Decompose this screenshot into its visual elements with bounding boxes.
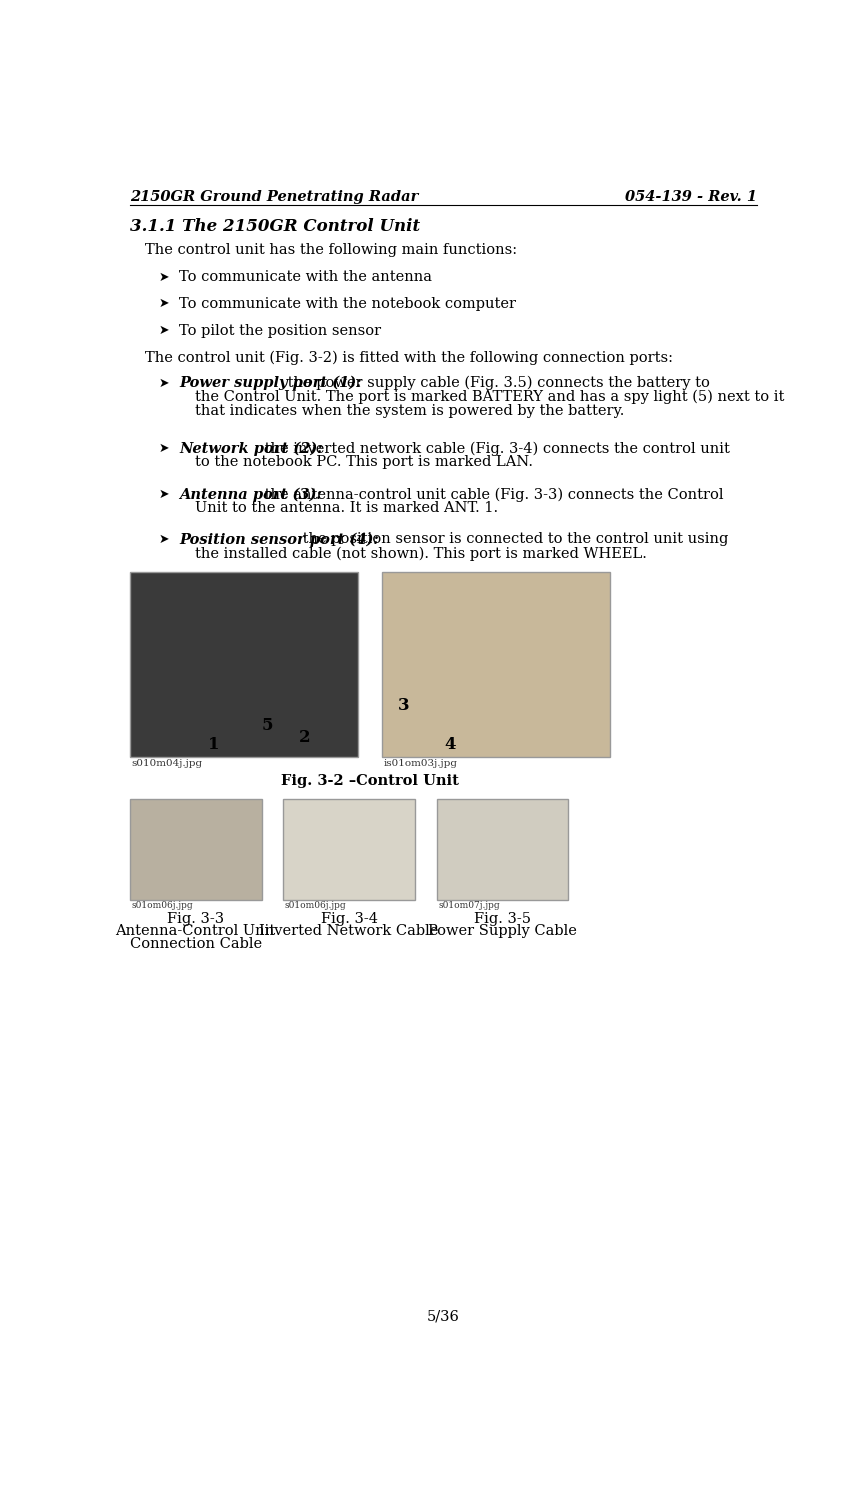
Text: Fig. 3-5: Fig. 3-5 <box>474 912 531 927</box>
Text: 4: 4 <box>444 735 456 753</box>
Text: The control unit has the following main functions:: The control unit has the following main … <box>145 243 517 257</box>
Text: Unit to the antenna. It is marked ANT. 1.: Unit to the antenna. It is marked ANT. 1… <box>195 501 498 515</box>
Bar <box>437 799 568 900</box>
Text: s01om07j.jpg: s01om07j.jpg <box>439 901 500 910</box>
Text: Power supply port (1):: Power supply port (1): <box>179 376 362 391</box>
Text: Fig. 3-3: Fig. 3-3 <box>167 912 224 927</box>
Text: 5: 5 <box>262 717 273 734</box>
Text: ➤: ➤ <box>158 488 170 501</box>
Text: 2: 2 <box>298 729 310 747</box>
Bar <box>381 572 611 757</box>
Text: ➤: ➤ <box>158 298 170 310</box>
Text: the antenna-control unit cable (Fig. 3-3) connects the Control: the antenna-control unit cable (Fig. 3-3… <box>260 488 723 501</box>
Bar <box>283 799 415 900</box>
Text: is01om03j.jpg: is01om03j.jpg <box>383 759 458 768</box>
Text: to the notebook PC. This port is marked LAN.: to the notebook PC. This port is marked … <box>195 455 533 469</box>
Text: Fig. 3-4: Fig. 3-4 <box>321 912 378 927</box>
Text: Antenna-Control Unit: Antenna-Control Unit <box>116 924 276 939</box>
Text: ➤: ➤ <box>158 533 170 546</box>
Text: To communicate with the notebook computer: To communicate with the notebook compute… <box>179 296 516 311</box>
Bar <box>130 799 261 900</box>
Bar <box>130 572 358 757</box>
Text: s01om06j.jpg: s01om06j.jpg <box>285 901 347 910</box>
Text: To communicate with the antenna: To communicate with the antenna <box>179 269 432 284</box>
Text: the Control Unit. The port is marked BATTERY and has a spy light (5) next to it: the Control Unit. The port is marked BAT… <box>195 389 785 404</box>
Text: the installed cable (not shown). This port is marked WHEEL.: the installed cable (not shown). This po… <box>195 546 647 560</box>
Text: s01om06j.jpg: s01om06j.jpg <box>131 901 193 910</box>
Text: To pilot the position sensor: To pilot the position sensor <box>179 323 381 338</box>
Text: 1: 1 <box>208 735 219 753</box>
Text: 2150GR Ground Penetrating Radar: 2150GR Ground Penetrating Radar <box>130 190 418 205</box>
Text: the position sensor is connected to the control unit using: the position sensor is connected to the … <box>298 533 728 546</box>
Text: ➤: ➤ <box>158 442 170 455</box>
Text: The control unit (Fig. 3-2) is fitted with the following connection ports:: The control unit (Fig. 3-2) is fitted wi… <box>145 350 673 365</box>
Text: that indicates when the system is powered by the battery.: that indicates when the system is powere… <box>195 404 625 418</box>
Text: Connection Cable: Connection Cable <box>130 937 262 951</box>
Text: the inverted network cable (Fig. 3-4) connects the control unit: the inverted network cable (Fig. 3-4) co… <box>260 442 730 455</box>
Text: ➤: ➤ <box>158 271 170 283</box>
Text: Network port (2):: Network port (2): <box>179 442 323 455</box>
Text: ➤: ➤ <box>158 377 170 389</box>
Text: Fig. 3-2 –Control Unit: Fig. 3-2 –Control Unit <box>281 774 459 787</box>
Text: 3: 3 <box>398 698 409 714</box>
Text: 3.1.1 The 2150GR Control Unit: 3.1.1 The 2150GR Control Unit <box>130 219 420 235</box>
Text: s010m04j.jpg: s010m04j.jpg <box>131 759 202 768</box>
Text: Position sensor port (4):: Position sensor port (4): <box>179 533 379 546</box>
Text: Antenna port (3):: Antenna port (3): <box>179 488 322 501</box>
Text: 5/36: 5/36 <box>426 1310 459 1323</box>
Text: the power supply cable (Fig. 3.5) connects the battery to: the power supply cable (Fig. 3.5) connec… <box>284 376 710 391</box>
Text: ➤: ➤ <box>158 325 170 337</box>
Text: Power Supply Cable: Power Supply Cable <box>428 924 577 939</box>
Text: Inverted Network Cable: Inverted Network Cable <box>260 924 439 939</box>
Text: 054-139 - Rev. 1: 054-139 - Rev. 1 <box>625 190 757 205</box>
